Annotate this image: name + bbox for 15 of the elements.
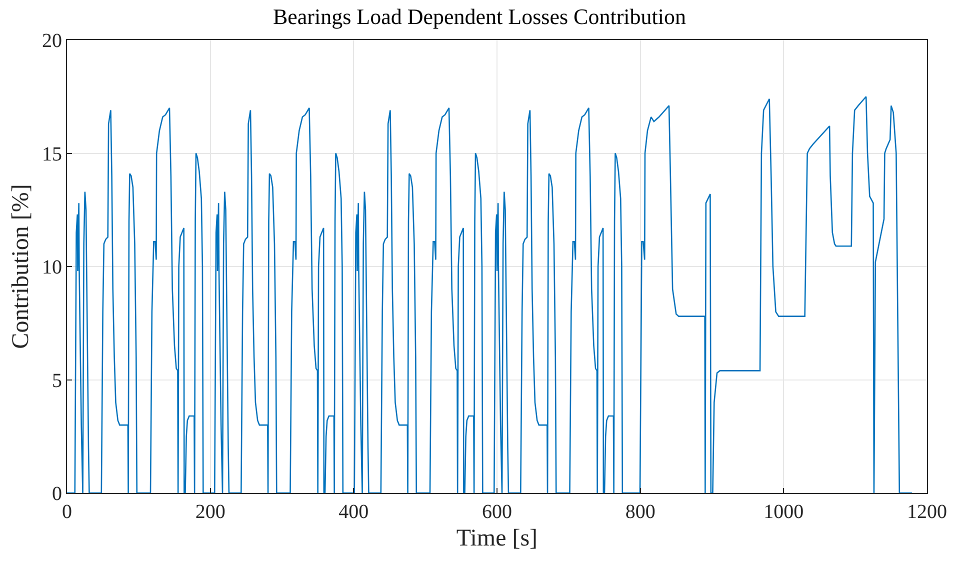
line-series	[67, 96, 913, 493]
y-tick-label: 15	[42, 143, 62, 166]
y-tick-label: 10	[42, 256, 62, 278]
y-tick-label: 5	[52, 370, 62, 392]
x-tick-label: 400	[338, 501, 369, 523]
x-tick-label: 1200	[907, 501, 947, 523]
x-tick-label: 600	[482, 501, 512, 523]
x-axis-title: Time [s]	[456, 525, 538, 552]
y-tick-label: 0	[52, 483, 62, 505]
y-tick-label: 20	[42, 30, 62, 52]
chart-title: Bearings Load Dependent Losses Contribution	[272, 4, 686, 29]
y-axis-title: Contribution [%]	[8, 184, 34, 349]
x-tick-label: 1000	[764, 501, 804, 523]
x-tick-label: 200	[195, 501, 226, 523]
x-tick-label: 800	[625, 501, 656, 523]
